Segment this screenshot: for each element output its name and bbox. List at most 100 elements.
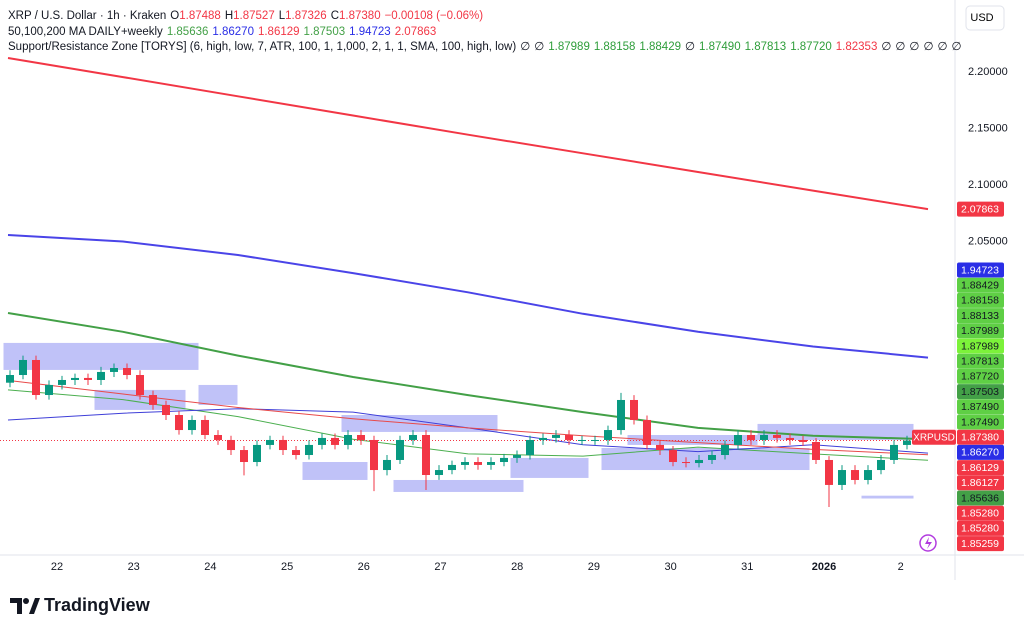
change: −0.00108 (−0.06%) (384, 10, 484, 22)
zone-value: 1.82353 (835, 41, 878, 53)
zone-value: 1.87720 (790, 41, 832, 53)
candle-body (721, 444, 729, 456)
candle-body (396, 439, 404, 460)
price-label-box (957, 338, 1004, 354)
sr-zone (198, 384, 238, 405)
zone-value: 1.87490 (699, 41, 741, 53)
candle-body (357, 435, 365, 440)
price-label-box (957, 444, 1004, 460)
candle-body (383, 459, 391, 471)
zone-value: 1.87813 (744, 41, 787, 53)
candle-body (591, 439, 599, 441)
currency[interactable]: USD (970, 12, 993, 24)
ma-value: 1.86270 (212, 25, 254, 38)
zone-value: ∅ (909, 41, 920, 53)
price-label: 2.07863 (961, 203, 999, 215)
price-label-box (957, 277, 1004, 293)
y-tick-label: 2.10000 (968, 179, 1008, 191)
zone-value: 1.88429 (639, 41, 681, 53)
price-label-box (957, 475, 1004, 491)
candle-body (851, 470, 859, 480)
candle-body (747, 435, 755, 440)
candle-body (188, 419, 196, 431)
logo (10, 598, 40, 614)
candle-body (877, 459, 885, 471)
price-label-box (957, 505, 1004, 521)
x-tick-label: 24 (204, 561, 216, 573)
candle-body (32, 359, 40, 396)
price-label: 1.86270 (961, 447, 999, 459)
legend-line: XRP / U.S. Dollar · 1h · Kraken O1.87488 H… (8, 9, 966, 25)
candle-body (149, 395, 157, 405)
zone-value: ∅ (881, 41, 892, 53)
sr-zone (627, 435, 758, 445)
candle-body (305, 444, 313, 456)
x-tick-label: 27 (434, 561, 446, 573)
candle-body (487, 462, 495, 465)
price-label-box (957, 353, 1004, 369)
price-label: 1.88158 (961, 295, 999, 307)
sr-zone (393, 479, 524, 492)
x-tick-label: 22 (51, 561, 63, 573)
price-label: 1.86129 (961, 462, 999, 474)
price-label-box (957, 429, 1004, 445)
candle-body (71, 377, 79, 380)
y-tick-label: 2.15000 (968, 122, 1008, 134)
candle-body (6, 375, 14, 383)
zone-value: ∅ (937, 41, 948, 53)
moving-average (7, 379, 929, 456)
currency-button[interactable] (965, 5, 1005, 31)
moving-average (7, 389, 929, 461)
candle-body (617, 399, 625, 431)
ohlc-value: 1.87380 (339, 10, 381, 22)
candle-body (474, 462, 482, 465)
zone-value: ∅ (685, 41, 696, 53)
price-label-box (957, 292, 1004, 308)
candle-body (123, 368, 131, 376)
ma-value: 1.94723 (349, 25, 391, 38)
x-tick-label: 29 (588, 561, 600, 573)
candle-body (838, 470, 846, 485)
candle-body (84, 377, 92, 380)
candle-body (643, 419, 651, 445)
legend-line: Support/Resistance Zone [TORYS] (6, high… (8, 40, 966, 56)
price-label: 1.85280 (961, 507, 999, 519)
price-label-box (957, 414, 1004, 430)
price-label: 1.87813 (961, 355, 999, 367)
candle-body (513, 455, 521, 458)
zone-title: Support/Resistance Zone [TORYS] (6, high… (8, 41, 517, 53)
sr-zone (601, 447, 810, 471)
candle-body (773, 435, 781, 438)
alert-icon-bolt (925, 537, 932, 549)
ohlc-value: 1.87488 (179, 10, 221, 22)
candle-body (266, 439, 274, 445)
price-label-box (957, 323, 1004, 339)
price-label-box (957, 399, 1004, 415)
zone-value: ∅ (520, 41, 531, 53)
zone-value: ∅ (923, 41, 934, 53)
x-tick-label: 26 (358, 561, 370, 573)
price-label-box (957, 368, 1004, 384)
y-tick-label: 2.05000 (968, 235, 1008, 247)
candle-body (214, 435, 222, 440)
ma-value: 1.85636 (166, 25, 209, 38)
candle-body (708, 455, 716, 460)
price-label-box (957, 384, 1004, 400)
candle-body (812, 442, 820, 460)
price-label: 1.87490 (961, 401, 999, 413)
candle-body (279, 439, 287, 451)
candle-body (136, 375, 144, 396)
price-label-box (957, 308, 1004, 324)
price-label-box (957, 201, 1004, 217)
symbol-label-box (912, 429, 956, 445)
price-label: 1.88429 (961, 279, 999, 291)
candle-body (409, 435, 417, 440)
candle-body (539, 437, 547, 440)
ma-title: 50,100,200 MA DAILY+weekly (8, 25, 163, 38)
ohlc-value: 1.87527 (233, 10, 275, 22)
alert-icon[interactable] (919, 534, 937, 552)
candle-body (435, 470, 443, 476)
candle-body (656, 444, 664, 451)
